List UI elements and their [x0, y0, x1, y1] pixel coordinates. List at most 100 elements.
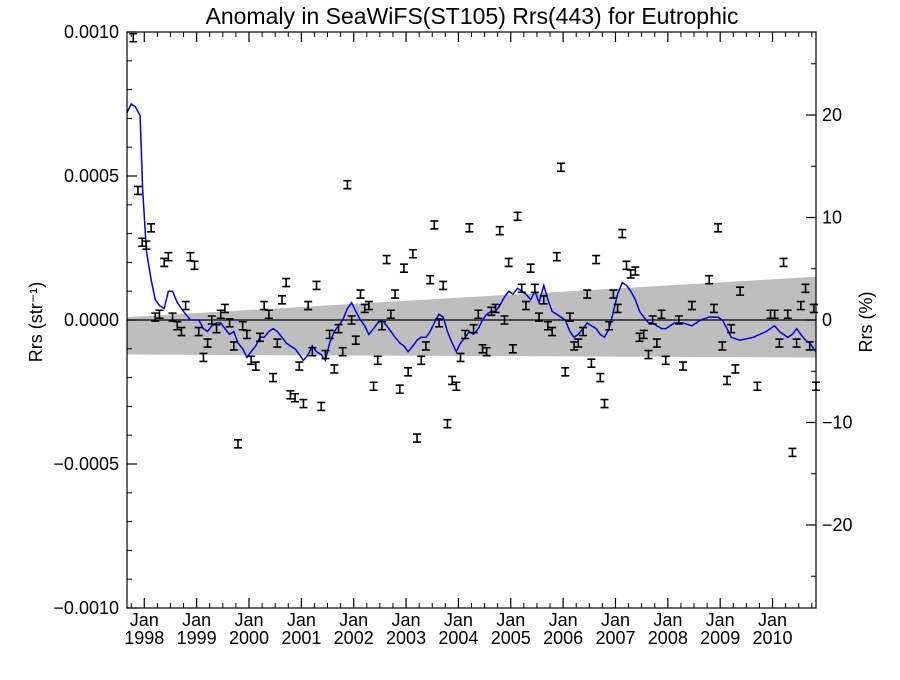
y-left-tick-label: −0.0010	[53, 598, 119, 618]
data-point	[247, 355, 256, 366]
data-point	[517, 283, 526, 294]
data-point	[718, 341, 727, 351]
data-point	[373, 355, 382, 366]
data-point	[229, 341, 238, 351]
data-point	[186, 251, 195, 262]
data-point	[399, 263, 408, 273]
data-point	[622, 260, 631, 271]
data-point	[753, 381, 762, 392]
data-point	[160, 257, 169, 268]
data-point	[129, 32, 138, 43]
data-point	[788, 447, 797, 458]
data-point	[482, 346, 491, 357]
data-point	[491, 303, 500, 314]
data-point	[731, 364, 740, 374]
data-point	[404, 367, 413, 377]
x-tick-label-year: 2005	[491, 628, 531, 648]
data-point	[151, 312, 160, 322]
data-point	[426, 274, 435, 285]
data-point	[530, 283, 539, 294]
data-point	[648, 315, 657, 325]
data-point	[635, 332, 644, 343]
data-point	[592, 254, 601, 265]
data-point	[190, 260, 199, 271]
data-point	[552, 251, 561, 262]
data-point	[805, 341, 814, 351]
data-point	[587, 358, 596, 368]
data-point	[674, 315, 683, 325]
data-point	[212, 323, 221, 334]
data-point	[377, 320, 386, 331]
data-point	[295, 361, 304, 371]
data-point	[478, 344, 487, 354]
x-tick-label-month: Jan	[549, 610, 578, 630]
data-point	[430, 220, 439, 230]
data-point	[796, 300, 805, 311]
data-point	[605, 320, 614, 331]
data-point	[330, 364, 339, 374]
data-point	[382, 254, 391, 265]
data-point	[216, 309, 225, 320]
x-tick-label-month: Jan	[706, 610, 735, 630]
data-point	[521, 300, 530, 311]
data-point	[220, 303, 229, 314]
data-point	[325, 329, 334, 340]
data-point	[609, 289, 618, 299]
data-point	[364, 300, 373, 311]
data-point	[579, 326, 588, 337]
data-point	[448, 375, 457, 386]
data-point	[727, 323, 736, 334]
data-point	[456, 352, 465, 363]
data-point	[164, 251, 173, 262]
y-right-tick-label: 20	[822, 105, 842, 125]
data-point	[548, 326, 557, 337]
data-point	[652, 338, 661, 348]
y-left-tick-label: 0.0010	[64, 22, 119, 42]
data-point	[138, 237, 147, 248]
data-point	[570, 341, 579, 351]
data-points-layer	[129, 32, 820, 458]
data-point	[269, 372, 278, 383]
x-tick-label-month: Jan	[392, 610, 421, 630]
data-point	[613, 303, 622, 314]
data-point	[565, 312, 574, 322]
data-point	[469, 323, 478, 334]
data-point	[557, 162, 566, 173]
data-point	[395, 384, 404, 394]
data-point	[264, 309, 273, 320]
data-point	[443, 418, 452, 429]
data-point	[321, 349, 330, 360]
x-tick-label-month: Jan	[339, 610, 368, 630]
x-tick-label-month: Jan	[182, 610, 211, 630]
data-point	[417, 355, 426, 366]
data-point	[736, 286, 745, 296]
x-tick-label-year: 2004	[438, 628, 478, 648]
x-tick-label-month: Jan	[758, 610, 787, 630]
data-point	[801, 283, 810, 294]
data-point	[286, 390, 295, 400]
data-point	[583, 289, 592, 299]
data-point	[408, 248, 417, 259]
data-point	[343, 179, 352, 190]
data-point	[386, 309, 395, 320]
data-point	[173, 320, 182, 331]
y-left-tick-label: 0.0005	[64, 166, 119, 186]
data-point	[775, 338, 784, 348]
y-axis-label-left: Rrs (str⁻¹)	[26, 282, 46, 362]
data-point	[242, 329, 251, 340]
data-point	[291, 392, 300, 403]
data-point	[714, 223, 723, 233]
data-point	[500, 315, 509, 325]
data-point	[779, 257, 788, 268]
data-point	[618, 228, 627, 239]
data-point	[435, 318, 444, 328]
x-tick-label-month: Jan	[601, 610, 630, 630]
data-point	[561, 367, 570, 377]
x-tick-label-month: Jan	[234, 610, 263, 630]
data-point	[312, 280, 321, 291]
data-point	[334, 323, 343, 334]
data-point	[657, 309, 666, 320]
x-tick-label-month: Jan	[287, 610, 316, 630]
